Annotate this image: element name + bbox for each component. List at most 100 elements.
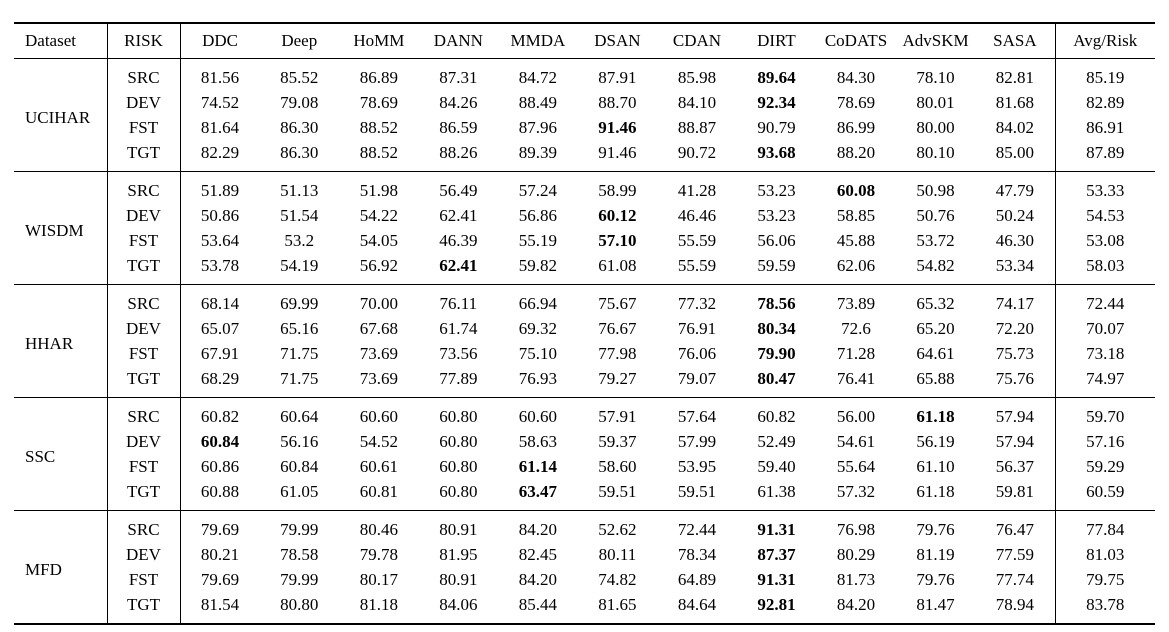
avg-risk-cell: 73.18	[1054, 341, 1155, 366]
table-row: WISDM SRC 51.89 51.13 51.98 56.49 57.24 58.99 41…	[14, 171, 1155, 285]
value-cell: 80.11	[598, 544, 637, 564]
value-cell: 77.98	[598, 343, 637, 363]
value-cell: 90.79	[757, 117, 796, 137]
risk-label: TGT	[107, 366, 181, 398]
value-cell: 58.99	[598, 180, 637, 200]
table-header: Dataset RISK DDC Deep HoMM DANN MMDA DSAN CDAN DI…	[14, 23, 1155, 59]
value-cell: 81.19	[916, 544, 955, 564]
value-cell: 60.88	[200, 481, 240, 501]
risk-label: TGT	[107, 253, 181, 285]
dataset-label-ucihar: UCIHAR	[14, 58, 108, 172]
value-cell: 45.88	[836, 230, 876, 250]
value-cell: 79.76	[916, 569, 955, 589]
value-cell: 65.16	[280, 318, 319, 338]
column-header-dsan: DSAN	[594, 31, 641, 50]
value-cell: 79.69	[200, 569, 240, 589]
value-cell: 79.07	[677, 368, 717, 388]
avg-risk-cell: 74.97	[1054, 366, 1155, 398]
value-cell: 76.06	[677, 343, 717, 363]
value-cell: 60.80	[439, 406, 478, 426]
value-cell: 60.81	[359, 481, 398, 501]
avg-risk-cell: 59.70	[1054, 397, 1155, 429]
value-cell: 55.19	[518, 230, 558, 250]
risk-label: SRC	[107, 58, 181, 90]
value-cell: 84.20	[518, 519, 558, 539]
value-cell: 61.08	[598, 255, 637, 275]
value-cell: 57.32	[836, 481, 876, 501]
value-cell: 74.52	[200, 92, 240, 112]
avg-risk-cell: 85.19	[1054, 58, 1155, 90]
value-cell: 80.00	[916, 117, 955, 137]
avg-risk-cell: 70.07	[1054, 316, 1155, 341]
value-cell: 82.81	[995, 67, 1035, 87]
table-row: DEV 80.21 78.58 79.78 81.95 82.45 80.11 78.34 87…	[14, 542, 1155, 567]
column-header-risk: RISK	[107, 23, 181, 59]
value-cell: 76.98	[836, 519, 876, 539]
value-cell: 52.49	[757, 431, 796, 451]
value-cell: 87.31	[439, 67, 478, 87]
value-cell: 46.46	[677, 205, 717, 225]
avg-risk-cell: 54.53	[1054, 203, 1155, 228]
avg-risk-cell: 53.33	[1054, 171, 1155, 203]
header-row: Dataset RISK DDC Deep HoMM DANN MMDA DSAN CDAN DI…	[14, 23, 1155, 59]
value-cell: 76.91	[677, 318, 717, 338]
value-cell: 53.95	[677, 456, 717, 476]
avg-risk-cell: 82.89	[1054, 90, 1155, 115]
column-header-dann: DANN	[433, 31, 483, 50]
value-cell: 65.20	[916, 318, 955, 338]
value-cell: 84.72	[518, 67, 558, 87]
value-cell: 84.20	[518, 569, 558, 589]
value-cell: 59.82	[518, 255, 558, 275]
value-cell: 91.46	[598, 117, 637, 137]
avg-risk-cell: 60.59	[1054, 479, 1155, 511]
value-cell: 51.54	[280, 205, 319, 225]
avg-risk-cell: 59.29	[1054, 454, 1155, 479]
avg-risk-cell: 58.03	[1054, 253, 1155, 285]
table-row: FST 79.69 79.99 80.17 80.91 84.20 74.82 64.89 91…	[14, 567, 1155, 592]
value-cell: 87.91	[598, 67, 637, 87]
risk-label: TGT	[107, 592, 181, 624]
value-cell: 84.64	[677, 594, 717, 614]
value-cell: 51.98	[359, 180, 398, 200]
value-cell: 77.59	[995, 544, 1035, 564]
table-row: UCIHAR SRC 81.56 85.52 86.89 87.31 84.72 87.91 8…	[14, 58, 1155, 172]
results-table-container: Dataset RISK DDC Deep HoMM DANN MMDA DSAN CDAN DI…	[14, 22, 1155, 625]
value-cell: 50.86	[200, 205, 240, 225]
value-cell: 67.91	[200, 343, 240, 363]
value-cell: 79.69	[200, 519, 240, 539]
value-cell: 81.54	[200, 594, 240, 614]
value-cell: 65.88	[916, 368, 955, 388]
value-cell: 50.76	[916, 205, 955, 225]
table-row: FST 53.64 53.2 54.05 46.39 55.19 57.10 55.59 56.…	[14, 228, 1155, 253]
value-cell: 78.69	[359, 92, 398, 112]
value-cell: 54.52	[359, 431, 398, 451]
dataset-group-mfd: MFD SRC 79.69 79.99 80.46 80.91 84.20 52.62 72.4…	[14, 510, 1155, 624]
avg-risk-cell: 81.03	[1054, 542, 1155, 567]
value-cell: 60.60	[359, 406, 398, 426]
value-cell: 71.75	[280, 343, 319, 363]
table-row: FST 60.86 60.84 60.61 60.80 61.14 58.60 53.95 59…	[14, 454, 1155, 479]
table-row: FST 67.91 71.75 73.69 73.56 75.10 77.98 76.06 79…	[14, 341, 1155, 366]
value-cell: 85.52	[280, 67, 319, 87]
dataset-label-ssc: SSC	[14, 397, 108, 511]
value-cell: 73.69	[359, 368, 398, 388]
value-cell: 55.59	[677, 230, 717, 250]
dataset-label-wisdm: WISDM	[14, 171, 108, 285]
value-cell: 61.14	[518, 456, 558, 476]
value-cell: 79.76	[916, 519, 955, 539]
value-cell: 54.22	[359, 205, 398, 225]
value-cell: 69.32	[518, 318, 558, 338]
value-cell: 61.18	[916, 406, 955, 426]
column-header-dataset: Dataset	[14, 23, 108, 59]
value-cell: 88.52	[359, 142, 398, 162]
value-cell: 63.47	[518, 481, 558, 501]
value-cell: 73.56	[439, 343, 478, 363]
value-cell: 60.82	[200, 406, 240, 426]
value-cell: 73.89	[836, 293, 876, 313]
value-cell: 61.10	[916, 456, 955, 476]
value-cell: 47.79	[995, 180, 1035, 200]
value-cell: 77.32	[677, 293, 717, 313]
value-cell: 76.67	[598, 318, 637, 338]
value-cell: 91.31	[757, 569, 796, 589]
value-cell: 75.76	[995, 368, 1035, 388]
